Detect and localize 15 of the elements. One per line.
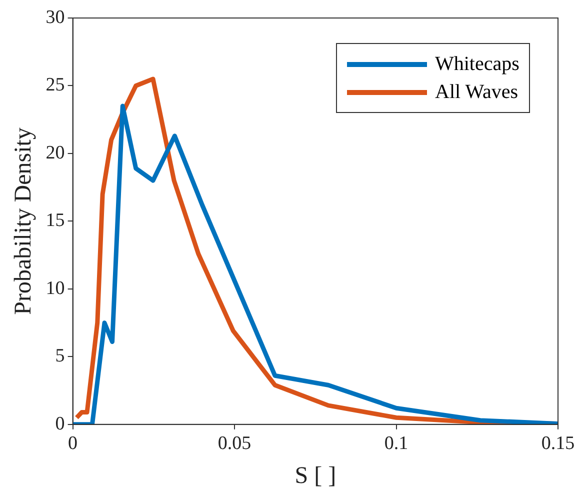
y-tick-label: 10 [46,278,65,299]
x-tick-label: 0.05 [218,432,252,454]
x-tick-label: 0.1 [384,432,408,454]
legend-label: All Waves [435,80,518,105]
y-tick-label: 0 [55,413,65,434]
y-tick-label: 15 [46,210,65,232]
legend-label: Whitecaps [435,52,520,77]
y-tick-label: 25 [46,74,65,96]
y-tick-label: 20 [46,142,65,164]
x-tick-label: 0 [68,432,78,454]
y-axis-title: Probability Density [10,128,37,315]
y-tick-label: 5 [55,346,65,367]
x-tick-label: 0.15 [541,432,575,454]
x-axis-title: S [ ] [294,462,336,489]
y-tick-label: 30 [46,6,65,28]
